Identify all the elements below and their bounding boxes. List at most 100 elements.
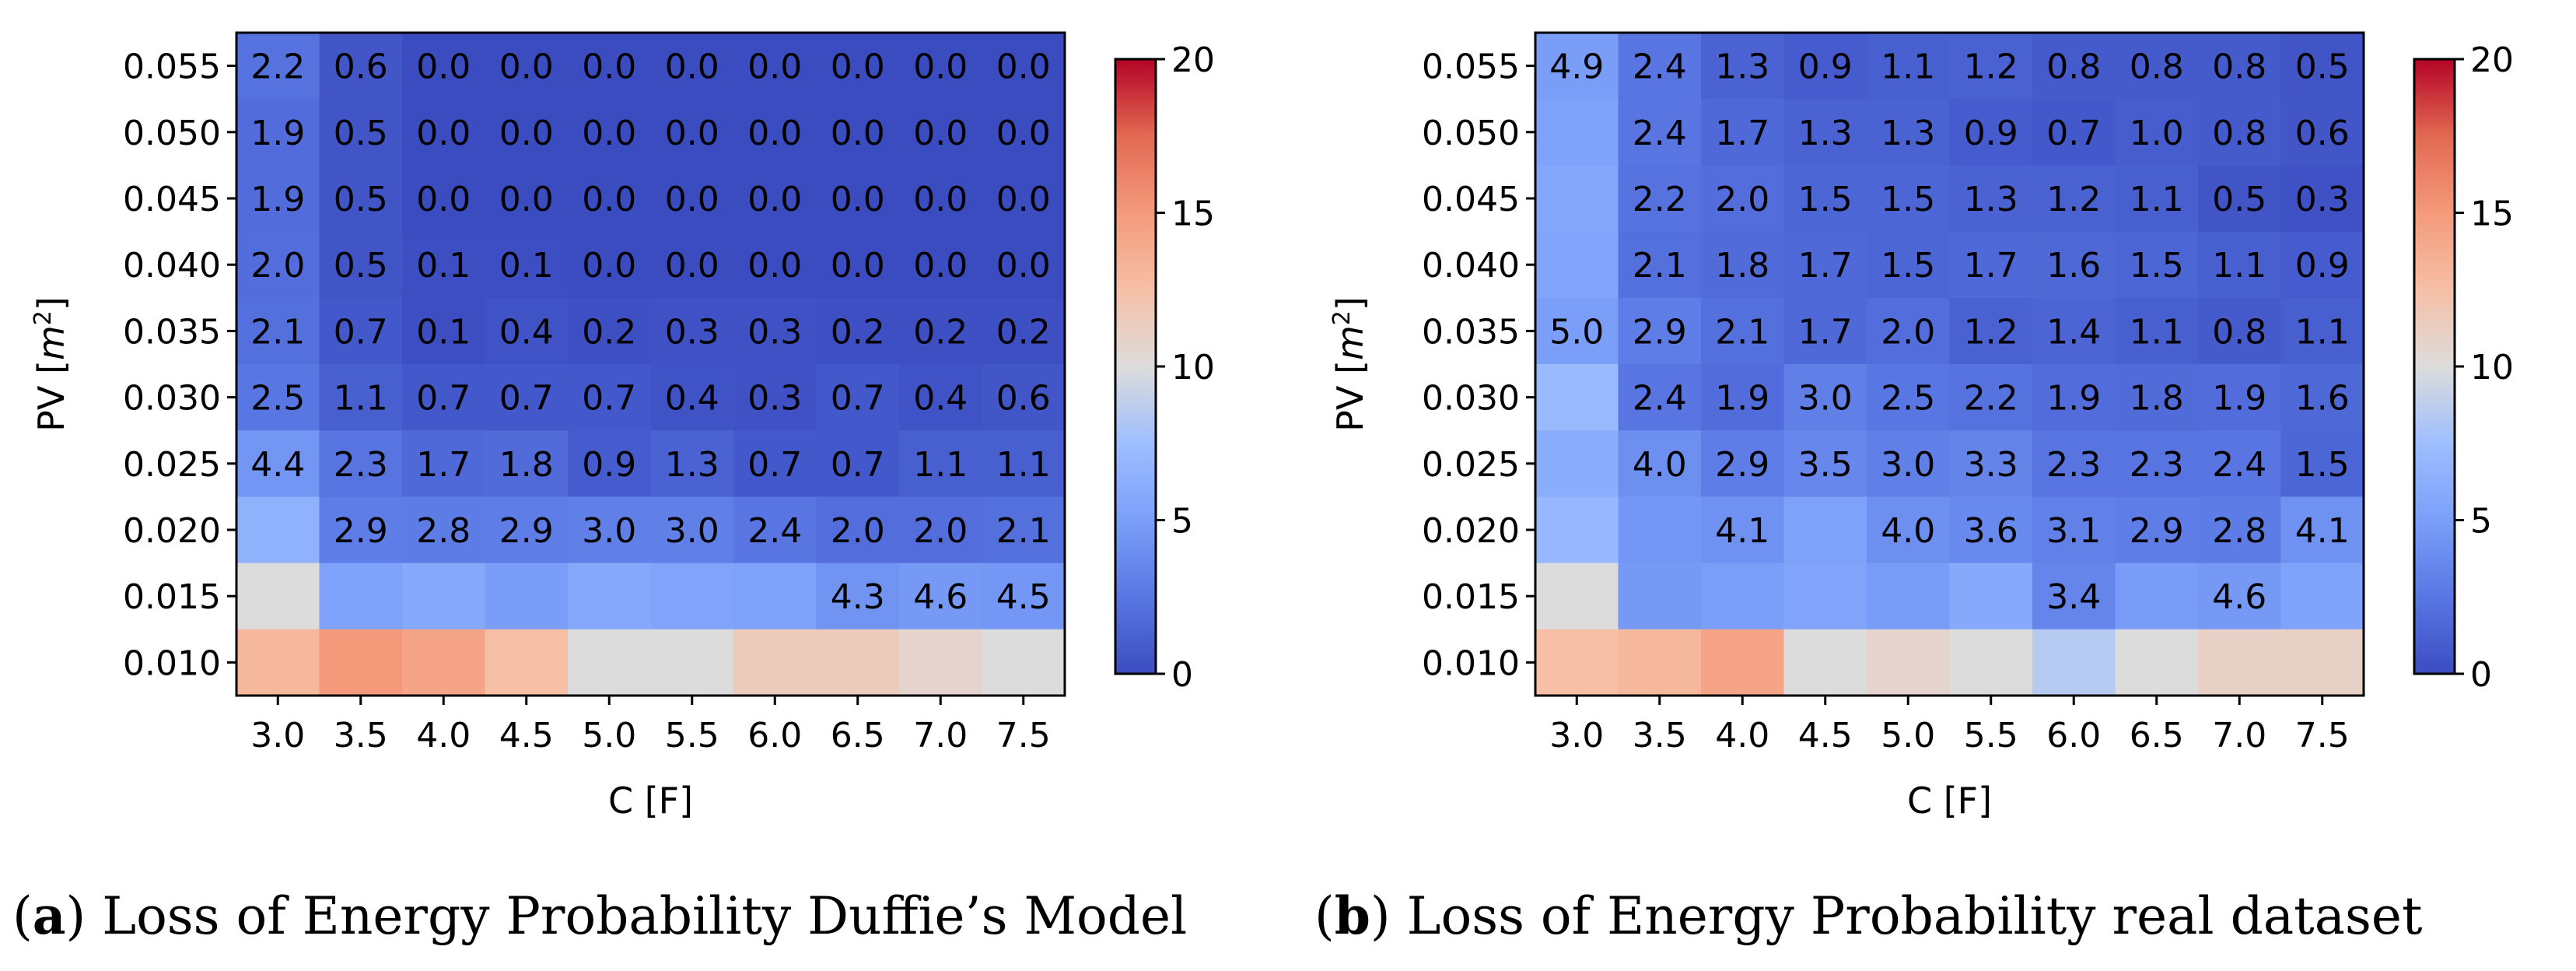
heatmap-cell: [236, 231, 320, 299]
cell-value-label: 4.6: [913, 577, 968, 617]
x-tick-label: 3.0: [250, 716, 305, 755]
cell-value-label: 1.3: [1964, 180, 2018, 219]
colorbar-tick-label: 15: [1171, 195, 1215, 234]
cell-value-label: 0.5: [334, 246, 388, 286]
y-tick-label: 0.035: [1422, 312, 1520, 352]
heatmap-cell: [1618, 165, 1702, 233]
x-tick-label: 5.0: [582, 716, 636, 755]
cell-value-label: 2.0: [1715, 180, 1769, 219]
heatmap-cell: [899, 231, 983, 299]
heatmap-cell: [485, 231, 569, 299]
heatmap-cell: [1867, 563, 1951, 630]
heatmap-cell: [1618, 496, 1702, 564]
cell-value-label: 0.6: [996, 379, 1051, 419]
heatmap-cell: [402, 297, 486, 365]
y-tick-label: 0.055: [123, 47, 221, 87]
cell-value-label: 2.4: [1633, 379, 1687, 419]
cell-value-label: 2.1: [1715, 312, 1769, 352]
cell-value-label: 3.3: [1964, 445, 2018, 485]
heatmap-cell: [402, 563, 486, 630]
heatmap-cell: [2115, 165, 2199, 233]
cell-value-label: 0.0: [996, 180, 1051, 219]
cell-value-label: 1.7: [1798, 312, 1853, 352]
cell-value-label: 1.7: [1798, 246, 1853, 286]
cell-value-label: 0.0: [747, 180, 802, 219]
cell-value-label: 1.7: [416, 445, 471, 485]
heatmap-cell: [816, 165, 900, 233]
heatmap-cell: [733, 364, 817, 431]
cell-value-label: 0.0: [499, 180, 554, 219]
cell-value-label: 2.0: [1881, 312, 1935, 352]
cell-value-label: 2.0: [831, 511, 885, 551]
heatmap-cell: [568, 364, 652, 431]
cell-value-label: 0.0: [416, 47, 471, 87]
cell-value-label: 0.0: [831, 114, 885, 153]
cell-value-label: 2.4: [1633, 114, 1687, 153]
cell-value-label: 0.0: [996, 47, 1051, 87]
plot-frame: [1534, 31, 2365, 697]
cell-value-label: 1.5: [1881, 246, 1935, 286]
heatmap-cell: [236, 496, 320, 564]
heatmap-cell: [485, 33, 569, 100]
cell-value-label: 1.1: [1881, 47, 1935, 87]
heatmap-cell: [2280, 297, 2364, 365]
cell-value-label: 3.0: [665, 511, 719, 551]
heatmap-cell: [816, 430, 900, 497]
cell-value-label: 2.1: [1633, 246, 1687, 286]
x-axis-label: C [F]: [608, 780, 693, 822]
heatmap-cell: [650, 33, 734, 100]
heatmap-cell: [1535, 629, 1619, 696]
x-tick-label: 4.5: [1798, 716, 1853, 755]
heatmap-cell: [402, 165, 486, 233]
heatmap-cell: [1783, 364, 1867, 431]
cell-value-label: 1.5: [1798, 180, 1853, 219]
heatmap-cell: [2032, 297, 2116, 365]
heatmap-cell: [816, 231, 900, 299]
y-axis-label-exponent: 2: [1328, 310, 1356, 325]
cell-value-label: 2.3: [334, 445, 388, 485]
cell-value-label: 0.7: [831, 445, 885, 485]
y-tick-label: 0.055: [1422, 47, 1520, 87]
heatmap-cell: [402, 496, 486, 564]
colorbar-tick-label: 20: [1171, 40, 1215, 80]
heatmap-cell: [1618, 297, 1702, 365]
cell-value-label: 0.2: [831, 312, 885, 352]
heatmap-cell: [733, 629, 817, 696]
cell-value-label: 0.2: [582, 312, 636, 352]
heatmap-cell: [2280, 629, 2364, 696]
heatmap-cell: [982, 99, 1066, 166]
x-tick-label: 4.5: [499, 716, 554, 755]
heatmap-cell: [650, 297, 734, 365]
cell-value-label: 0.7: [582, 379, 636, 419]
cell-value-label: 1.1: [2130, 312, 2184, 352]
heatmap-cell: [1867, 99, 1951, 166]
y-tick-label: 0.040: [1422, 246, 1520, 286]
heatmap-cell: [1949, 33, 2033, 100]
heatmap-cell: [2032, 430, 2116, 497]
heatmap-cell: [236, 33, 320, 100]
heatmap-cell: [2115, 629, 2199, 696]
heatmap-cell: [1867, 430, 1951, 497]
heatmap-cell: [816, 563, 900, 630]
heatmap-cell: [568, 297, 652, 365]
cell-value-label: 1.9: [250, 180, 305, 219]
heatmap-cell: [899, 629, 983, 696]
cell-value-label: 4.0: [1881, 511, 1935, 551]
cell-value-label: 0.9: [2295, 246, 2350, 286]
heatmap-cell: [236, 430, 320, 497]
caption-b: (b) Loss of Energy Probability real data…: [1314, 885, 2423, 946]
y-axis-label-unit: m: [30, 325, 72, 360]
heatmap-cell: [816, 99, 900, 166]
cell-value-label: 2.3: [2130, 445, 2184, 485]
heatmap-cell: [733, 231, 817, 299]
heatmap-cell: [1949, 99, 2033, 166]
heatmap-panel-a: 2.2 0.6 0.0 0.0 0.0 0.0 0.0 0.0 0.0 0.0 1.9 0.5 0.0 0…: [30, 31, 1215, 822]
colorbar-tick-label: 5: [2470, 502, 2492, 542]
cell-value-label: 2.8: [2212, 511, 2266, 551]
heatmap-cell: [319, 297, 403, 365]
heatmap-cell: [1949, 364, 2033, 431]
heatmap-cell: [2032, 99, 2116, 166]
cell-value-label: 2.4: [1633, 47, 1687, 87]
cell-value-label: 1.9: [2212, 379, 2266, 419]
